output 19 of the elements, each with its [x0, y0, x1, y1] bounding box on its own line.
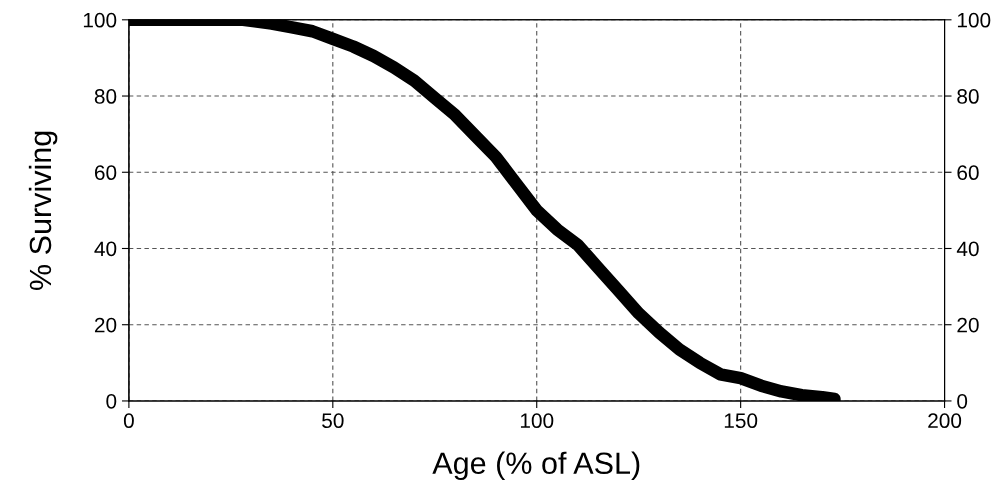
x-axis-title: Age (% of ASL) — [432, 451, 640, 481]
x-tick-label: 0 — [123, 413, 134, 429]
x-tick-label: 50 — [322, 413, 344, 429]
y2-tick-label: 100 — [957, 12, 991, 28]
y-tick-label: 100 — [83, 12, 117, 28]
x-tick-label: 200 — [928, 413, 962, 429]
y-tick-label: 40 — [94, 241, 117, 257]
y2-tick-label: 20 — [957, 317, 979, 333]
y-axis-title: % Surviving — [28, 131, 58, 290]
y-tick-label: 80 — [94, 89, 117, 104]
y-tick-label: 0 — [106, 393, 117, 409]
y2-tick-label: 60 — [957, 165, 979, 181]
x-tick-label: 100 — [520, 413, 554, 429]
y2-tick-label: 40 — [956, 241, 979, 257]
y2-tick-label: 80 — [957, 89, 979, 104]
x-tick-label: 150 — [724, 413, 758, 429]
y2-tick-label: 0 — [957, 393, 968, 409]
y-tick-label: 20 — [94, 317, 117, 333]
y-tick-label: 60 — [94, 165, 117, 181]
